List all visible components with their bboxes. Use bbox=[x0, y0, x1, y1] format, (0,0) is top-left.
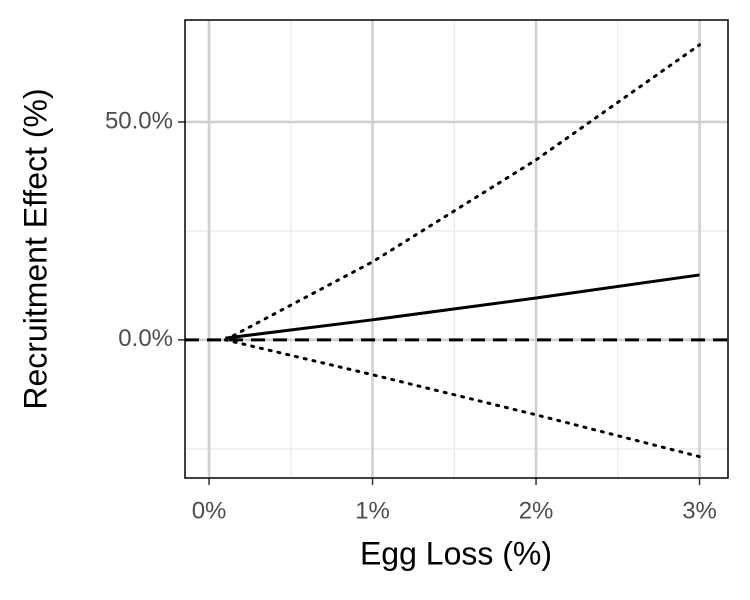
x-tick-label: 1% bbox=[355, 497, 390, 524]
x-axis-title: Egg Loss (%) bbox=[360, 535, 552, 571]
data-line bbox=[223, 43, 702, 342]
y-tick-label: 0.0% bbox=[118, 325, 173, 352]
x-tick-label: 3% bbox=[682, 497, 717, 524]
data-line bbox=[223, 338, 702, 459]
y-tick-label: 50.0% bbox=[105, 107, 173, 134]
y-axis-title: Recruitment Effect (%) bbox=[17, 88, 53, 409]
x-tick-label: 0% bbox=[192, 497, 227, 524]
data-line bbox=[225, 273, 700, 340]
x-tick-label: 2% bbox=[519, 497, 554, 524]
panel-border bbox=[184, 19, 729, 479]
